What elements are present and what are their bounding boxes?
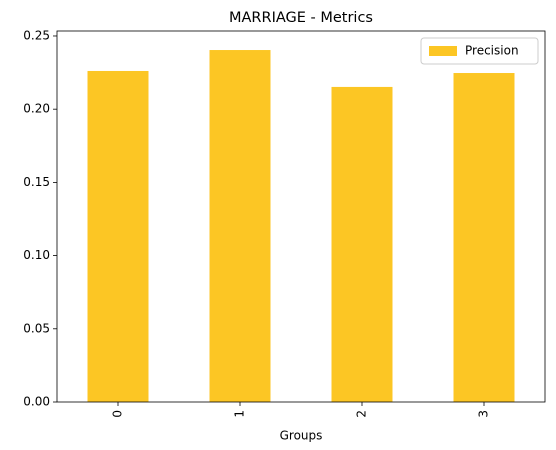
y-tick-label: 0.20 <box>23 102 50 116</box>
x-tick-label: 2 <box>355 410 369 418</box>
x-tick-label: 0 <box>111 410 125 418</box>
chart-title: MARRIAGE - Metrics <box>229 10 373 26</box>
bar <box>453 73 515 402</box>
y-tick-label: 0.10 <box>23 248 50 262</box>
y-tick-label: 0.25 <box>23 28 50 42</box>
y-tick-label: 0.00 <box>23 395 50 409</box>
legend-box <box>420 37 539 65</box>
x-tick-label: 1 <box>233 410 247 418</box>
y-tick-label: 0.05 <box>23 321 50 335</box>
x-tick-label: 3 <box>477 410 491 418</box>
plot-frame <box>56 30 546 403</box>
bar <box>87 70 149 403</box>
y-tick-label: 0.15 <box>23 175 50 189</box>
legend-swatch <box>429 46 457 56</box>
bar <box>331 86 393 403</box>
bar <box>209 50 271 403</box>
legend-label: Precision <box>465 44 519 58</box>
x-axis-label: Groups <box>280 429 323 443</box>
